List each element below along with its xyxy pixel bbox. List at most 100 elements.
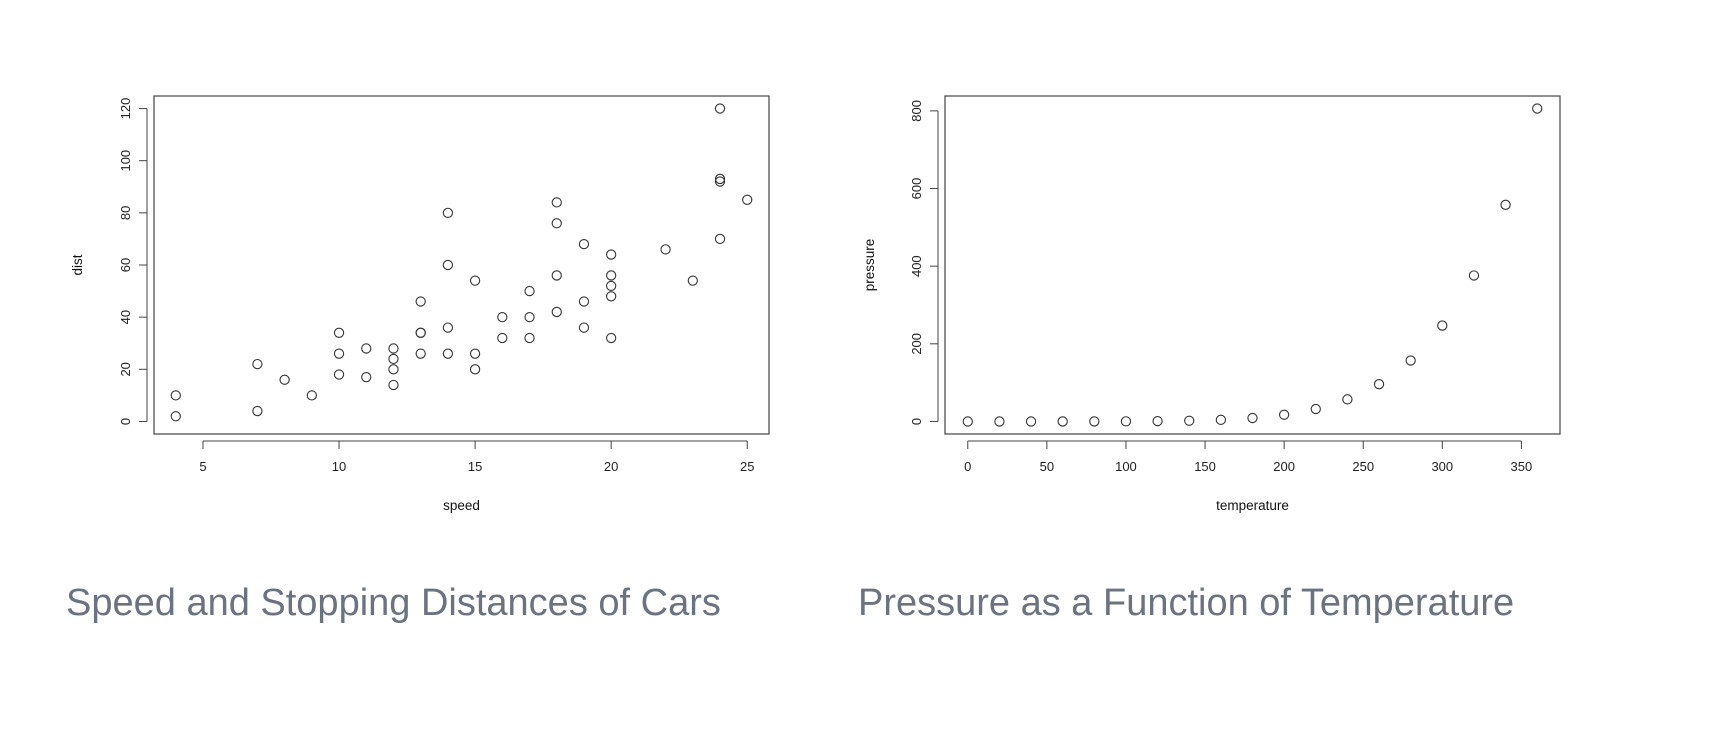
pressure-x-tick-label: 0 (964, 459, 971, 474)
pressure-y-axis-title: pressure (862, 239, 877, 292)
cars-data-point (714, 103, 726, 114)
cars-data-point (333, 348, 345, 359)
pressure-x-tick-label: 250 (1352, 459, 1374, 474)
cars-data-point (606, 249, 617, 260)
cars-data-point (660, 244, 671, 255)
pressure-data-point (1405, 355, 1416, 366)
pressure-data-point (1247, 412, 1258, 424)
cars-y-tick-label: 80 (118, 206, 133, 220)
pressure-data-point (1120, 416, 1132, 427)
cars-data-point (606, 332, 617, 344)
cars-x-tick-label: 5 (199, 459, 206, 474)
pressure-data-point (1310, 403, 1321, 415)
cars-data-point (551, 270, 562, 281)
pressure-y-tick-label: 600 (909, 178, 924, 200)
pressure-data-point (1089, 416, 1100, 427)
pressure-data-point (1500, 199, 1511, 210)
pressure-data-point (1468, 270, 1480, 281)
pressure-x-axis-title: temperature (1216, 498, 1289, 513)
cars-data-point (252, 358, 263, 370)
cars-y-tick-label: 40 (118, 310, 133, 324)
cars-scatter-plot: 5 10 15 20 25 0 20 40 60 80 100 120 speed dist (70, 95, 770, 513)
cars-data-point (415, 348, 426, 359)
cars-data-point (578, 238, 590, 250)
pressure-data-point (1437, 320, 1448, 331)
cars-plot-frame (153, 95, 770, 435)
cars-x-tick-label: 15 (468, 459, 482, 474)
cars-x-axis-title: speed (443, 498, 480, 513)
pressure-data-point (962, 416, 973, 427)
pressure-x-tick-label: 200 (1273, 459, 1295, 474)
cars-data-point (415, 296, 426, 307)
cars-data-point (497, 312, 508, 323)
cars-data-point (524, 332, 535, 344)
cars-x-tick-label: 25 (740, 459, 754, 474)
pressure-data-point (1342, 394, 1353, 405)
cars-data-point (606, 280, 617, 292)
pressure-data-point (1373, 379, 1385, 390)
cars-data-point (742, 194, 753, 205)
pressure-y-tick-label: 400 (909, 255, 924, 277)
cars-data-point (551, 197, 562, 208)
cars-data-point (388, 343, 399, 354)
pressure-data-point (994, 416, 1005, 427)
cars-data-point (306, 390, 317, 401)
pressure-data-point (1215, 414, 1227, 425)
cars-data-point (442, 348, 454, 359)
cars-data-point (497, 332, 508, 344)
pressure-plot-frame (944, 95, 1561, 435)
cars-data-point (714, 233, 726, 245)
cars-x-tick-label: 10 (332, 459, 346, 474)
cars-data-point (279, 374, 290, 385)
cars-y-tick-label: 100 (118, 150, 133, 172)
cars-data-point (469, 348, 481, 359)
cars-data-point (442, 322, 454, 333)
cars-data-point (606, 291, 617, 302)
cars-data-point (714, 173, 726, 185)
cars-data-point (333, 369, 345, 380)
cars-data-point (252, 405, 263, 417)
cars-data-point (442, 259, 454, 271)
pressure-data-point (1532, 103, 1543, 114)
cars-y-tick-label: 120 (118, 98, 133, 120)
cars-x-tick-label: 20 (604, 459, 618, 474)
pressure-x-tick-label: 350 (1511, 459, 1533, 474)
pressure-data-point (1152, 416, 1163, 427)
cars-data-point (415, 327, 426, 338)
cars-data-point (687, 275, 698, 286)
pressure-x-tick-label: 100 (1115, 459, 1137, 474)
cars-data-point (606, 270, 617, 281)
cars-data-point (170, 390, 181, 401)
cars-data-point (578, 296, 590, 307)
pressure-y-tick-label: 200 (909, 333, 924, 355)
cars-caption: Speed and Stopping Distances of Cars (66, 582, 721, 624)
pressure-x-tick-label: 50 (1040, 459, 1054, 474)
cars-data-point (361, 371, 372, 383)
pressure-y-tick-label: 0 (909, 418, 924, 425)
cars-data-point (469, 364, 481, 375)
pressure-data-point (1025, 416, 1037, 427)
cars-data-point (524, 312, 535, 323)
cars-data-point (578, 322, 590, 333)
cars-data-point (469, 275, 481, 286)
pressure-data-point (1184, 415, 1195, 426)
cars-data-point (551, 306, 562, 318)
pressure-x-tick-label: 300 (1431, 459, 1453, 474)
cars-data-point (170, 411, 181, 422)
pressure-caption: Pressure as a Function of Temperature (858, 582, 1515, 624)
cars-data-point (388, 353, 399, 365)
pressure-scatter-plot: 0 50 100 150 200 250 300 350 0 200 400 600 800 temper… (862, 95, 1561, 513)
cars-y-tick-label: 0 (118, 418, 133, 425)
cars-data-point (333, 327, 345, 338)
cars-data-point (388, 364, 399, 375)
pressure-data-point (1057, 416, 1068, 427)
cars-data-point (524, 285, 535, 297)
pressure-x-tick-label: 150 (1194, 459, 1216, 474)
cars-data-point (442, 207, 454, 218)
cars-data-point (714, 176, 726, 187)
cars-y-tick-label: 20 (118, 362, 133, 376)
pressure-y-tick-label: 800 (909, 100, 924, 122)
cars-y-tick-label: 60 (118, 258, 133, 272)
cars-data-point (388, 379, 399, 391)
cars-y-axis-title: dist (70, 254, 85, 275)
